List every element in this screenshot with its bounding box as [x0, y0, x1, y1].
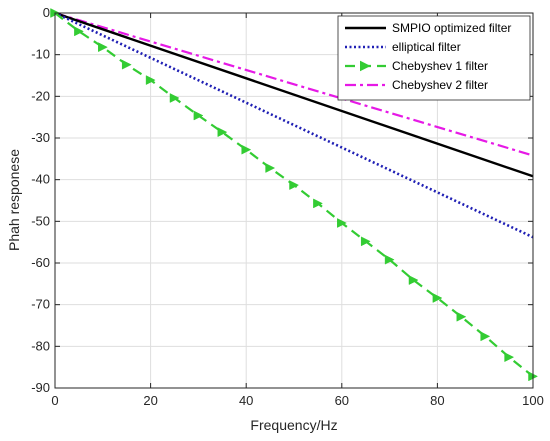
legend-marker-chebyshev1 — [360, 60, 371, 72]
series-line-smpio-optimized-filter — [54, 11, 534, 178]
y-tick-label: -20 — [31, 88, 50, 103]
x-tick-label: 80 — [430, 393, 444, 408]
series-point-chebyshev-1-filter — [456, 311, 467, 322]
y-tick-label: -50 — [31, 213, 50, 228]
y-tick-label: -70 — [31, 297, 50, 312]
series-layer — [50, 8, 539, 382]
series-point-chebyshev-1-filter — [98, 42, 108, 53]
grid — [54, 12, 534, 389]
series-point-chebyshev-1-filter — [169, 93, 180, 103]
legend: SMPIO optimized filter elliptical filter… — [337, 15, 531, 101]
legend-label-chebyshev1: Chebyshev 1 filter — [392, 59, 488, 73]
series-point-chebyshev-1-filter — [504, 352, 515, 363]
legend-label-chebyshev2: Chebyshev 2 filter — [392, 78, 488, 92]
series-point-chebyshev-1-filter — [121, 59, 132, 70]
series-point-chebyshev-1-filter — [145, 75, 156, 85]
y-tick-label: 0 — [43, 5, 50, 20]
y-tick-label: -60 — [31, 255, 50, 270]
series-point-chebyshev-1-filter — [217, 127, 228, 138]
y-tick-label: -80 — [31, 338, 50, 353]
x-tick-label: 100 — [522, 393, 544, 408]
y-axis-label: Phah responese — [6, 149, 22, 251]
plot-frame — [54, 12, 534, 389]
x-tick-label: 40 — [239, 393, 253, 408]
legend-label-elliptical: elliptical filter — [392, 40, 461, 54]
y-tick-label: -10 — [31, 47, 50, 62]
y-tick-label: -30 — [31, 130, 50, 145]
series-line-chebyshev-2-filter — [54, 11, 534, 157]
x-tick-label: 0 — [51, 393, 58, 408]
series-point-chebyshev-1-filter — [408, 275, 419, 285]
x-tick-label: 20 — [143, 393, 157, 408]
x-axis-label: Frequency/Hz — [250, 417, 337, 433]
x-tick-label: 60 — [335, 393, 349, 408]
series-point-chebyshev-1-filter — [360, 236, 371, 247]
series-point-chebyshev-1-filter — [313, 198, 323, 209]
series-point-chebyshev-1-filter — [193, 110, 204, 121]
series-point-chebyshev-1-filter — [289, 180, 300, 190]
series-point-chebyshev-1-filter — [384, 254, 395, 265]
legend-label-smpio: SMPIO optimized filter — [392, 21, 511, 35]
series-point-chebyshev-1-filter — [432, 293, 443, 303]
series-point-chebyshev-1-filter — [241, 144, 252, 155]
series-point-chebyshev-1-filter — [337, 218, 347, 228]
y-tick-label: -90 — [31, 380, 50, 395]
series-point-chebyshev-1-filter — [480, 331, 491, 342]
series-point-chebyshev-1-filter — [265, 163, 276, 173]
tick-layer: 0 20 40 60 80 100 0 -10 -20 -30 -40 -50 -60 -70 -80 -90 — [31, 5, 544, 408]
series-point-chebyshev-1-filter — [74, 26, 84, 37]
y-tick-label: -40 — [31, 172, 50, 187]
